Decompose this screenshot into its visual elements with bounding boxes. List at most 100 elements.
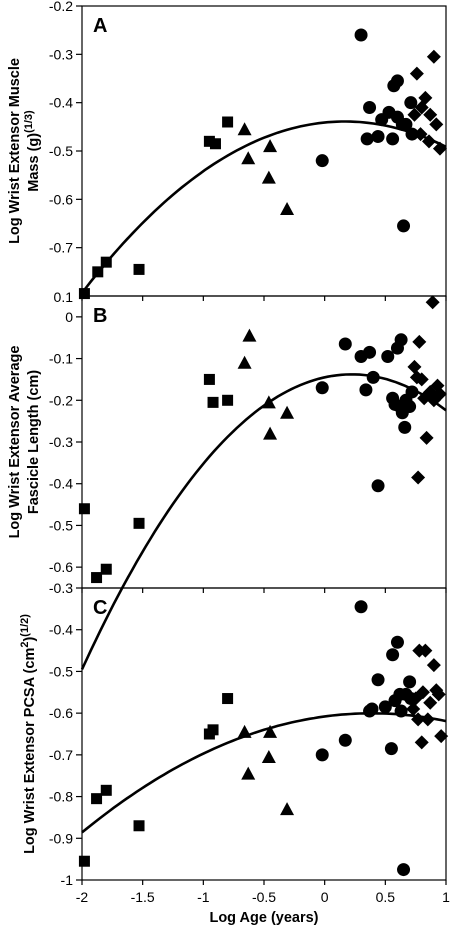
panel-letter: B — [93, 305, 107, 327]
triangle-marker — [241, 151, 256, 165]
diamond-marker — [426, 49, 441, 64]
y-axis-label-line1: Log Wrist Extensor Muscle — [7, 58, 23, 244]
y-axis-label-sup2: (1/2) — [19, 614, 31, 637]
circle-marker — [366, 370, 380, 384]
panel-letter: A — [93, 15, 107, 37]
diamond-marker — [431, 687, 446, 702]
y-tick-label: -0.2 — [49, 0, 73, 14]
circle-marker — [398, 420, 412, 434]
circle-marker — [315, 381, 329, 395]
triangle-marker — [280, 405, 295, 419]
y-axis-label-text: Mass (g) — [26, 133, 42, 192]
y-axis-label-sup: 2 — [19, 642, 31, 648]
y-axis-label-line1: Log Wrist Extensor Average — [7, 346, 23, 539]
diamond-marker — [432, 141, 447, 156]
circle-marker — [365, 702, 379, 716]
circle-marker — [371, 130, 385, 143]
square-marker — [100, 784, 112, 796]
circle-marker — [394, 333, 408, 347]
x-tick-label: 0.5 — [376, 889, 396, 905]
y-tick-label: -0.4 — [49, 95, 73, 111]
circle-marker — [390, 74, 404, 88]
y-axis-label-line2: Fascicle Length (cm) — [26, 370, 42, 514]
square-marker — [78, 503, 90, 515]
square-marker — [91, 572, 103, 584]
y-tick-label: -0.6 — [49, 191, 73, 207]
plot-frame — [81, 295, 447, 589]
y-tick-label: -0.3 — [49, 434, 73, 450]
square-marker — [209, 138, 221, 150]
square-marker — [100, 256, 112, 268]
y-axis-label-text: Fascicle Length (cm) — [26, 370, 42, 514]
y-tick-label: -0.4 — [49, 476, 73, 492]
square-marker — [91, 793, 103, 805]
circle-marker — [397, 863, 411, 877]
diamond-marker — [407, 107, 422, 122]
y-axis-label: Log Wrist Extensor PCSA (cm2)(1/2) — [19, 614, 38, 854]
diamond-marker — [425, 295, 440, 310]
circle-marker — [363, 345, 377, 359]
x-tick-label: -1 — [197, 889, 210, 905]
y-axis-label-paren: ) — [22, 637, 38, 642]
square-marker — [78, 288, 90, 300]
diamond-marker — [414, 735, 429, 750]
triangle-marker — [242, 328, 257, 342]
triangle-marker — [261, 749, 276, 763]
triangle-marker — [237, 355, 252, 369]
plot-frame — [81, 587, 447, 881]
diamond-marker — [419, 430, 434, 445]
y-tick-label: -0.2 — [49, 392, 73, 408]
circle-marker — [384, 742, 398, 756]
circle-marker — [354, 28, 368, 42]
circle-marker — [390, 635, 404, 649]
diamond-marker — [413, 127, 428, 142]
circle-marker — [386, 648, 400, 662]
x-tick-label: 0 — [321, 889, 329, 905]
square-marker — [78, 855, 90, 867]
square-marker — [133, 263, 145, 275]
triangle-marker — [261, 395, 276, 409]
y-axis-label-sup: (1/3) — [23, 110, 35, 133]
y-tick-label: 0 — [65, 309, 73, 325]
y-tick-label: -0.5 — [49, 517, 73, 533]
panel-b: 0 -0.1 -0.2 -0.3 -0.4 -0.5 -0.6 B Log Wrist Exte… — [7, 295, 447, 670]
circle-marker — [399, 117, 413, 131]
diamond-marker — [414, 372, 429, 387]
diamond-marker — [434, 729, 449, 744]
diamond-marker — [426, 658, 441, 673]
diamond-marker — [422, 134, 437, 149]
panel-letter: C — [93, 597, 107, 619]
triangle-marker — [261, 170, 276, 184]
circle-marker — [403, 400, 417, 414]
triangle-marker — [263, 724, 278, 738]
y-tick-label: -0.6 — [49, 705, 73, 721]
diamond-marker — [407, 359, 422, 374]
y-tick-label: -0.3 — [49, 46, 73, 62]
y-tick-label: -0.6 — [49, 559, 73, 575]
circle-marker — [338, 337, 352, 351]
circle-marker — [363, 101, 377, 114]
square-marker — [203, 373, 215, 385]
square-marker — [222, 394, 234, 406]
panel-c: -0.3-0.4-0.5-0.6-0.7-0.8-0.9-1-2 -1.5 -1 -0… — [19, 580, 450, 926]
circle-marker — [378, 700, 392, 714]
y-tick-label: -0.7 — [49, 240, 73, 256]
x-tick-label: 1 — [442, 889, 450, 905]
circle-marker — [371, 479, 385, 493]
square-marker — [92, 266, 104, 278]
diamond-marker — [423, 107, 438, 122]
circle-marker — [381, 349, 395, 363]
circle-marker — [338, 733, 352, 747]
y-tick-label: -0.3 — [49, 580, 73, 596]
circle-marker — [403, 675, 417, 689]
circle-marker — [359, 383, 373, 397]
triangle-marker — [280, 202, 295, 215]
x-tick-label: -1.5 — [131, 889, 155, 905]
diamond-marker — [409, 66, 424, 81]
triangle-marker — [263, 426, 278, 440]
y-axis-label-line2: Mass (g)(1/3) — [23, 110, 42, 192]
circle-marker — [360, 132, 374, 146]
square-marker — [133, 820, 145, 832]
y-axis-label-text: Log Wrist Extensor PCSA (cm — [22, 648, 38, 854]
circle-marker — [397, 219, 411, 233]
